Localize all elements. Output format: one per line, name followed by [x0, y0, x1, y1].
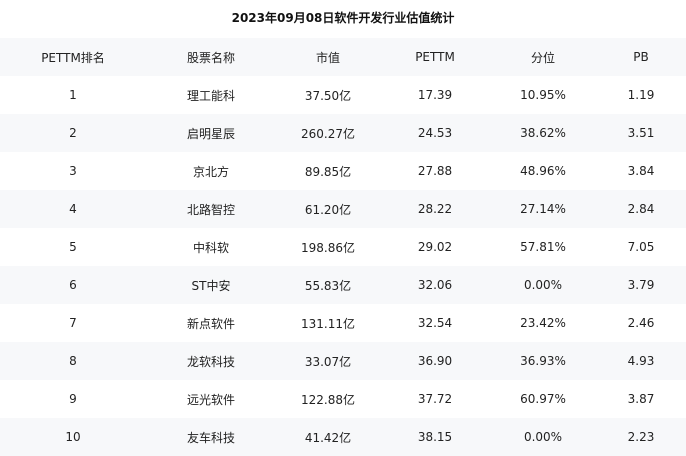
cell-market-cap: 55.83亿: [304, 278, 352, 293]
cell-rank: 6: [69, 278, 77, 292]
table-row: 6 ST中安 55.83亿 32.06 0.00% 3.79: [0, 266, 686, 304]
cell-percentile: 0.00%: [523, 430, 563, 444]
table-row: 1 理工能科 37.50亿 17.39 10.95% 1.19: [0, 76, 686, 114]
cell-stock-name: 启明星辰: [186, 126, 235, 141]
column-header-rank: PETTM排名: [41, 50, 105, 65]
table-row: 5 中科软 198.86亿 29.02 57.81% 7.05: [0, 228, 686, 266]
cell-pb: 2.46: [627, 316, 655, 330]
table-row: 9 远光软件 122.88亿 37.72 60.97% 3.87: [0, 380, 686, 418]
column-header-percentile: 分位: [530, 50, 555, 65]
cell-percentile: 0.00%: [523, 278, 563, 292]
cell-market-cap: 33.07亿: [304, 354, 352, 369]
cell-pb: 7.05: [627, 240, 655, 254]
cell-pettm: 29.02: [417, 240, 453, 254]
cell-market-cap: 89.85亿: [304, 164, 352, 179]
cell-percentile: 60.97%: [520, 392, 566, 406]
cell-pettm: 32.06: [417, 278, 453, 292]
cell-rank: 7: [69, 316, 77, 330]
cell-percentile: 48.96%: [520, 164, 566, 178]
cell-pb: 3.79: [627, 278, 655, 292]
cell-market-cap: 122.88亿: [301, 392, 355, 407]
cell-pettm: 38.15: [417, 430, 453, 444]
table-row: 2 启明星辰 260.27亿 24.53 38.62% 3.51: [0, 114, 686, 152]
column-header-name: 股票名称: [186, 50, 235, 65]
table-row: 3 京北方 89.85亿 27.88 48.96% 3.84: [0, 152, 686, 190]
table-header-row: PETTM排名 股票名称 市值 PETTM 分位 PB: [0, 38, 686, 76]
cell-percentile: 38.62%: [520, 126, 566, 140]
cell-pettm: 17.39: [417, 88, 453, 102]
cell-pettm: 27.88: [417, 164, 453, 178]
cell-pettm: 28.22: [417, 202, 453, 216]
cell-rank: 8: [69, 354, 77, 368]
cell-pb: 1.19: [627, 88, 655, 102]
cell-pb: 3.51: [627, 126, 655, 140]
cell-pettm: 32.54: [417, 316, 453, 330]
cell-market-cap: 37.50亿: [304, 88, 352, 103]
cell-pb: 2.84: [627, 202, 655, 216]
cell-rank: 2: [69, 126, 77, 140]
cell-market-cap: 131.11亿: [301, 316, 355, 331]
cell-stock-name: ST中安: [191, 278, 231, 293]
cell-stock-name: 龙软科技: [186, 354, 235, 369]
table-row: 4 北路智控 61.20亿 28.22 27.14% 2.84: [0, 190, 686, 228]
cell-stock-name: 友车科技: [186, 430, 235, 445]
cell-market-cap: 41.42亿: [304, 430, 352, 445]
cell-stock-name: 京北方: [192, 164, 229, 179]
table-title: 2023年09月08日软件开发行业估值统计: [231, 11, 455, 25]
cell-rank: 4: [69, 202, 77, 216]
cell-stock-name: 中科软: [192, 240, 229, 255]
column-header-pettm: PETTM: [415, 50, 455, 64]
table-row: 8 龙软科技 33.07亿 36.90 36.93% 4.93: [0, 342, 686, 380]
cell-rank: 9: [69, 392, 77, 406]
cell-stock-name: 理工能科: [186, 88, 235, 103]
cell-rank: 3: [69, 164, 77, 178]
table-row: 10 友车科技 41.42亿 38.15 0.00% 2.23: [0, 418, 686, 456]
cell-market-cap: 61.20亿: [304, 202, 352, 217]
valuation-table: PETTM排名 股票名称 市值 PETTM 分位 PB 1 理工能科 37.50亿 1…: [0, 38, 686, 456]
cell-pb: 2.23: [627, 430, 655, 444]
cell-percentile: 27.14%: [520, 202, 566, 216]
cell-percentile: 57.81%: [520, 240, 566, 254]
cell-pettm: 37.72: [417, 392, 453, 406]
table-row: 7 新点软件 131.11亿 32.54 23.42% 2.46: [0, 304, 686, 342]
column-header-pb: PB: [633, 50, 649, 64]
cell-stock-name: 新点软件: [186, 316, 235, 331]
cell-percentile: 10.95%: [520, 88, 566, 102]
cell-market-cap: 198.86亿: [301, 240, 355, 255]
cell-pb: 4.93: [627, 354, 655, 368]
cell-pb: 3.84: [627, 164, 655, 178]
cell-percentile: 23.42%: [520, 316, 566, 330]
cell-stock-name: 北路智控: [186, 202, 235, 217]
cell-percentile: 36.93%: [520, 354, 566, 368]
cell-market-cap: 260.27亿: [301, 126, 355, 141]
cell-pb: 3.87: [627, 392, 655, 406]
column-header-market-cap: 市值: [315, 50, 340, 65]
cell-stock-name: 远光软件: [186, 392, 235, 407]
cell-pettm: 24.53: [417, 126, 453, 140]
cell-rank: 5: [69, 240, 77, 254]
cell-rank: 1: [69, 88, 77, 102]
cell-rank: 10: [65, 430, 81, 444]
cell-pettm: 36.90: [417, 354, 453, 368]
